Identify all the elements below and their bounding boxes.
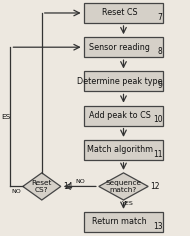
FancyBboxPatch shape — [84, 140, 163, 160]
Text: YES: YES — [121, 201, 133, 206]
Text: Reset
CS?: Reset CS? — [32, 180, 52, 193]
Text: 13: 13 — [153, 222, 162, 231]
Text: NO: NO — [75, 179, 85, 184]
Text: 12: 12 — [150, 182, 160, 191]
Text: Add peak to CS: Add peak to CS — [89, 111, 151, 120]
FancyBboxPatch shape — [84, 71, 163, 91]
Text: 10: 10 — [153, 115, 162, 125]
FancyBboxPatch shape — [84, 3, 163, 23]
FancyBboxPatch shape — [84, 37, 163, 57]
Polygon shape — [23, 173, 61, 200]
FancyBboxPatch shape — [84, 106, 163, 126]
Text: Determine peak type: Determine peak type — [77, 77, 162, 86]
FancyBboxPatch shape — [84, 212, 163, 232]
Text: 9: 9 — [158, 81, 162, 90]
Text: ES: ES — [1, 114, 10, 120]
Polygon shape — [99, 173, 148, 200]
Text: Return match: Return match — [92, 217, 147, 226]
Text: Sensor reading: Sensor reading — [89, 43, 150, 52]
Text: 7: 7 — [158, 13, 162, 22]
Text: 8: 8 — [158, 47, 162, 56]
Text: Sequence
match?: Sequence match? — [105, 180, 142, 193]
Text: Reset CS: Reset CS — [102, 8, 138, 17]
Text: Match algorithm: Match algorithm — [87, 145, 153, 154]
Text: 14: 14 — [63, 182, 73, 191]
Text: 11: 11 — [153, 150, 162, 159]
Text: NO: NO — [11, 189, 21, 194]
